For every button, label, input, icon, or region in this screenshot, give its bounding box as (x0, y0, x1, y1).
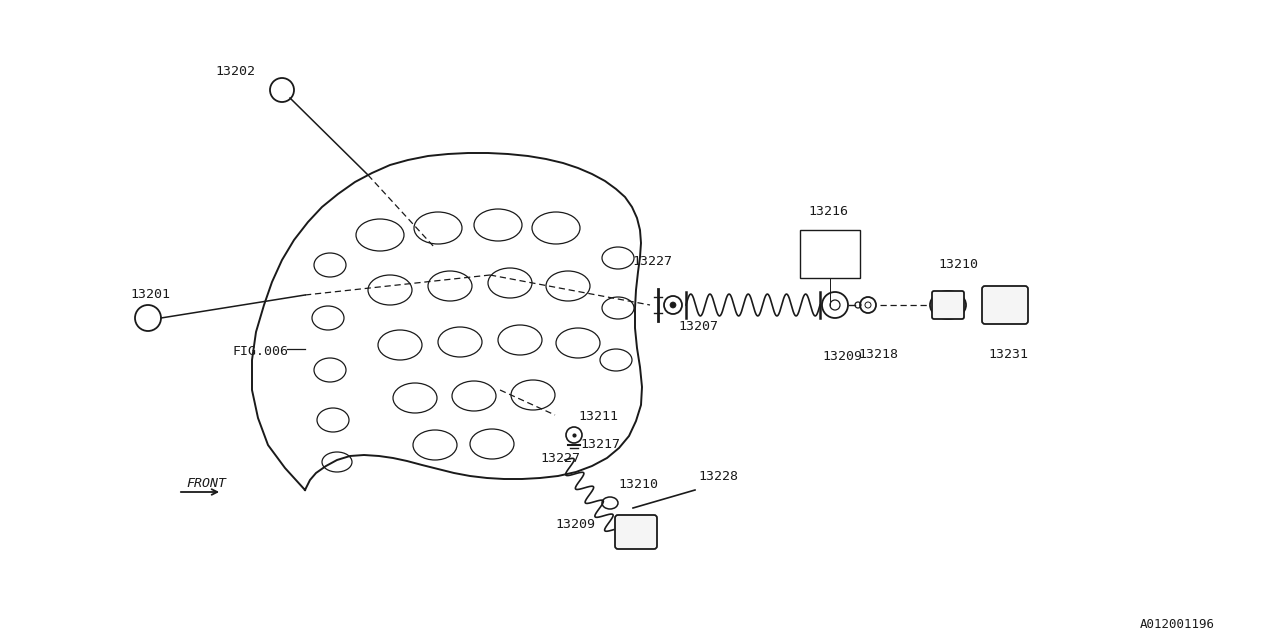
Text: 13202: 13202 (215, 65, 255, 78)
Text: A012001196: A012001196 (1140, 618, 1215, 631)
Text: 13209: 13209 (556, 518, 595, 531)
Text: 13217: 13217 (580, 438, 620, 451)
Text: 13211: 13211 (579, 410, 618, 423)
Text: 13227: 13227 (632, 255, 672, 268)
Text: FRONT: FRONT (186, 477, 227, 490)
Text: 13228: 13228 (698, 470, 739, 483)
Text: 13209: 13209 (822, 350, 861, 363)
Text: 13218: 13218 (858, 348, 899, 361)
Text: 13210: 13210 (938, 258, 978, 271)
Text: 13227: 13227 (540, 452, 580, 465)
Text: 13210: 13210 (618, 478, 658, 491)
Bar (800, 230, 860, 278)
Text: 13231: 13231 (988, 348, 1028, 361)
Text: 13201: 13201 (131, 288, 170, 301)
Text: 13216: 13216 (808, 205, 849, 218)
Circle shape (669, 302, 676, 308)
Text: 13207: 13207 (678, 320, 718, 333)
Text: FIG.006: FIG.006 (232, 345, 288, 358)
FancyBboxPatch shape (982, 286, 1028, 324)
FancyBboxPatch shape (614, 515, 657, 549)
FancyBboxPatch shape (932, 291, 964, 319)
Ellipse shape (983, 288, 1027, 322)
